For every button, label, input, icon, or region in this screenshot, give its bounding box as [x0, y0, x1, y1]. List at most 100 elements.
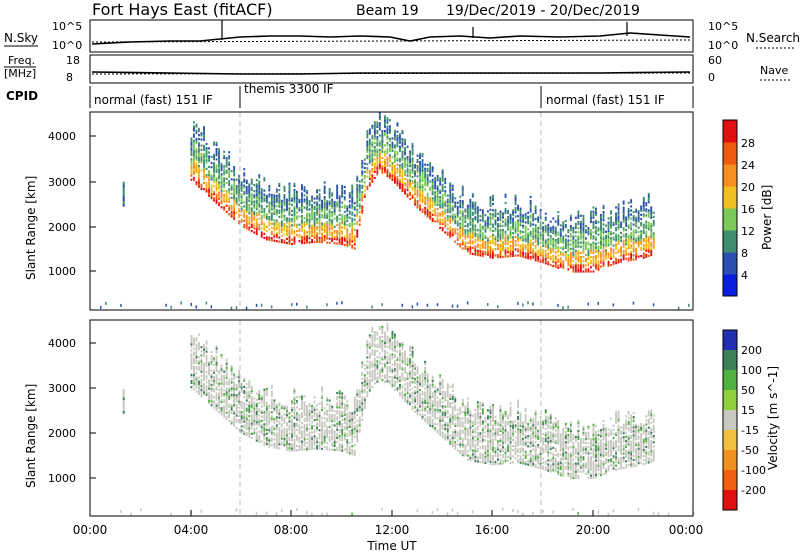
heatmap-cell	[225, 177, 228, 180]
heatmap-cell	[544, 216, 547, 219]
heatmap-cell	[303, 206, 306, 209]
heatmap-cell	[459, 218, 462, 221]
heatmap-cell	[308, 445, 311, 449]
heatmap-cell	[265, 201, 268, 204]
heatmap-cell	[547, 248, 550, 251]
heatmap-cell	[381, 140, 384, 143]
heatmap-cell	[323, 228, 326, 232]
heatmap-cell	[394, 136, 396, 139]
heatmap-cell	[306, 218, 308, 221]
heatmap-cell	[384, 129, 386, 133]
heatmap-cell	[632, 239, 635, 243]
heatmap-cell	[280, 417, 283, 420]
heatmap-cell	[371, 164, 374, 167]
heatmap-cell	[341, 205, 344, 208]
heatmap-cell	[291, 445, 293, 448]
heatmap-cell	[190, 337, 193, 340]
heatmap-cell	[303, 405, 306, 408]
heatmap-cell	[321, 206, 323, 209]
heatmap-cell	[577, 216, 580, 219]
heatmap-cell	[336, 398, 339, 401]
heatmap-cell	[210, 186, 213, 189]
heatmap-cell	[564, 234, 567, 237]
heatmap-cell	[273, 399, 276, 402]
heatmap-cell	[399, 145, 401, 148]
heatmap-cell	[223, 370, 226, 373]
heatmap-cell	[228, 413, 231, 417]
heatmap-cell	[449, 225, 452, 228]
heatmap-cell	[567, 241, 570, 244]
heatmap-cell	[497, 245, 499, 248]
heatmap-cell	[218, 173, 220, 176]
heatmap-cell	[291, 214, 293, 217]
heatmap-cell	[235, 420, 238, 423]
heatmap-cell	[416, 193, 419, 196]
heatmap-cell	[218, 396, 220, 399]
heatmap-cell	[406, 182, 409, 185]
heatmap-cell	[544, 218, 547, 221]
heatmap-cell	[544, 255, 547, 259]
heatmap-cell	[625, 243, 628, 246]
heatmap-cell	[205, 173, 208, 177]
heatmap-cell	[286, 237, 288, 240]
heatmap-cell	[602, 239, 605, 243]
heatmap-cell	[552, 225, 555, 228]
heatmap-cell	[333, 205, 336, 208]
heatmap-cell	[429, 168, 432, 171]
heatmap-cell	[215, 367, 218, 371]
heatmap-cell	[303, 432, 306, 435]
heatmap-cell	[559, 236, 562, 239]
heatmap-cell	[326, 237, 329, 240]
heatmap-cell	[240, 406, 243, 410]
heatmap-cell	[554, 257, 557, 260]
heatmap-cell	[632, 217, 635, 220]
heatmap-cell	[627, 218, 630, 221]
heatmap-cell	[454, 217, 457, 221]
heatmap-cell	[534, 209, 537, 212]
heatmap-cell	[607, 233, 610, 237]
heatmap-cell	[632, 254, 635, 257]
heatmap-cell	[632, 244, 635, 247]
heatmap-cell	[306, 214, 308, 217]
heatmap-cell	[562, 225, 565, 228]
heatmap-cell	[316, 219, 318, 223]
heatmap-cell	[346, 447, 349, 450]
heatmap-cell	[233, 422, 236, 425]
heatmap-cell	[288, 412, 291, 415]
heatmap-cell	[296, 418, 298, 421]
heatmap-cell	[404, 184, 406, 187]
heatmap-cell	[203, 163, 205, 166]
heatmap-cell	[572, 264, 575, 267]
heatmap-cell	[466, 210, 469, 213]
heatmap-cell	[311, 239, 313, 242]
heatmap-cell	[205, 387, 208, 390]
heatmap-cell	[454, 219, 457, 223]
heatmap-cell	[534, 240, 537, 243]
heatmap-cell	[291, 209, 293, 213]
heatmap-cell	[358, 395, 361, 398]
heatmap-cell	[507, 247, 509, 250]
heatmap-cell	[607, 264, 610, 268]
heatmap-cell	[296, 223, 298, 226]
heatmap-cell	[205, 301, 208, 305]
heatmap-cell	[356, 231, 359, 234]
heatmap-cell	[200, 187, 203, 191]
heatmap-cell	[321, 201, 323, 204]
heatmap-cell	[293, 217, 296, 221]
heatmap-cell	[617, 213, 620, 216]
heatmap-cell	[220, 206, 223, 209]
heatmap-cell	[306, 196, 308, 199]
heatmap-cell	[497, 247, 499, 251]
heatmap-cell	[492, 252, 494, 255]
heatmap-cell	[215, 183, 218, 186]
heatmap-cell	[569, 264, 572, 267]
heatmap-cell	[336, 447, 339, 450]
heatmap-cell	[481, 252, 484, 255]
heatmap-cell	[238, 214, 241, 217]
heatmap-cell	[193, 127, 195, 130]
heatmap-cell	[253, 403, 256, 406]
heatmap-cell	[587, 264, 590, 267]
heatmap-cell	[250, 225, 253, 229]
heatmap-cell	[647, 246, 650, 249]
heatmap-cell	[278, 240, 281, 243]
